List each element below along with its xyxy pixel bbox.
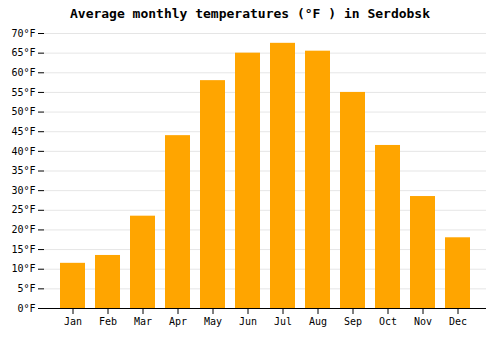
svg-text:Jul: Jul bbox=[274, 316, 292, 327]
svg-text:60°F: 60°F bbox=[11, 67, 35, 78]
svg-text:15°F: 15°F bbox=[11, 244, 35, 255]
svg-text:Feb: Feb bbox=[99, 316, 117, 327]
svg-text:25°F: 25°F bbox=[11, 204, 35, 215]
svg-text:Mar: Mar bbox=[134, 316, 152, 327]
svg-text:20°F: 20°F bbox=[11, 224, 35, 235]
svg-text:30°F: 30°F bbox=[11, 185, 35, 196]
svg-text:Nov: Nov bbox=[414, 316, 432, 327]
svg-text:Jan: Jan bbox=[64, 316, 82, 327]
svg-text:55°F: 55°F bbox=[11, 87, 35, 98]
svg-text:10°F: 10°F bbox=[11, 263, 35, 274]
svg-text:45°F: 45°F bbox=[11, 126, 35, 137]
svg-text:Aug: Aug bbox=[309, 316, 327, 327]
svg-text:70°F: 70°F bbox=[11, 28, 35, 39]
svg-text:35°F: 35°F bbox=[11, 165, 35, 176]
svg-text:Sep: Sep bbox=[344, 316, 362, 327]
svg-text:5°F: 5°F bbox=[17, 283, 35, 294]
svg-text:0°F: 0°F bbox=[17, 303, 35, 314]
svg-text:65°F: 65°F bbox=[11, 47, 35, 58]
svg-text:Jun: Jun bbox=[239, 316, 257, 327]
svg-text:50°F: 50°F bbox=[11, 106, 35, 117]
svg-text:May: May bbox=[204, 316, 222, 327]
svg-text:40°F: 40°F bbox=[11, 146, 35, 157]
html-text:Average monthly temperatures (: Average monthly temperatures (°F ) in Se… bbox=[70, 6, 430, 21]
svg-text:Apr: Apr bbox=[169, 316, 187, 327]
svg-text:Oct: Oct bbox=[379, 316, 397, 327]
svg-text:Dec: Dec bbox=[449, 316, 467, 327]
